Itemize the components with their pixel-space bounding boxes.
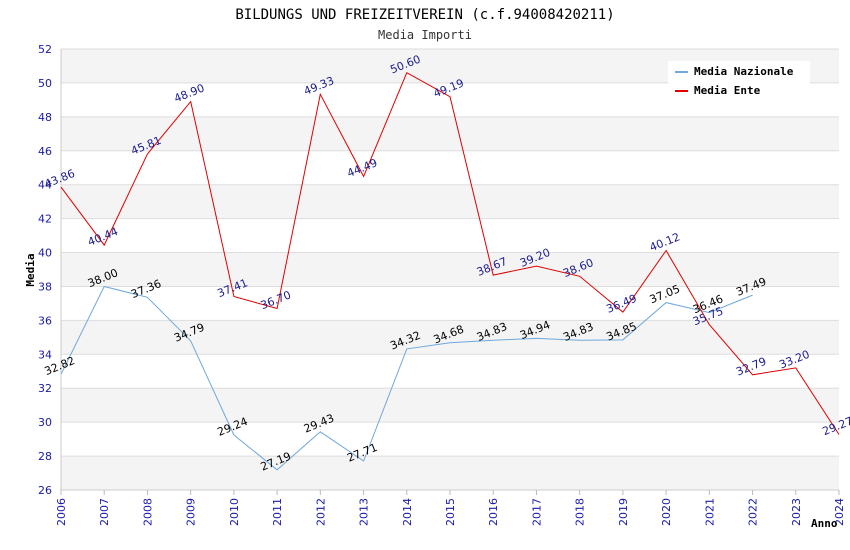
data-label-ente: 36.49 <box>605 292 639 316</box>
data-label-ente: 40.12 <box>648 230 682 254</box>
x-tick-label: 2017 <box>530 498 543 526</box>
axes <box>60 49 840 495</box>
y-tick-label: 36 <box>38 314 52 327</box>
x-tick-label: 2021 <box>703 498 716 526</box>
y-tick-label: 48 <box>38 111 52 124</box>
grid-bands <box>61 49 839 490</box>
y-tick-label: 28 <box>38 450 52 463</box>
series-line-ente <box>60 71 840 435</box>
y-tick-label: 42 <box>38 213 52 226</box>
y-tick-label: 44 <box>38 179 52 192</box>
x-tick-label: 2020 <box>660 498 673 526</box>
x-tick-label: 2006 <box>55 498 68 526</box>
legend-box <box>668 61 810 101</box>
x-tick-label: 2009 <box>185 498 198 526</box>
y-tick-label: 50 <box>38 77 52 90</box>
y-tick-labels: 26 28 30 32 34 36 38 40 42 44 46 48 50 52 <box>38 43 52 497</box>
data-label-ente: 40.44 <box>86 225 120 249</box>
y-tick-label: 52 <box>38 43 52 56</box>
legend-label-ente: Media Ente <box>694 84 761 97</box>
grid-band <box>61 456 839 490</box>
x-tick-label: 2024 <box>833 498 846 526</box>
chart-subtitle: Media Importi <box>378 28 472 42</box>
data-label-ente: 44.49 <box>345 156 379 180</box>
y-tick-label: 40 <box>38 247 52 260</box>
x-tick-label: 2008 <box>141 498 154 526</box>
x-tick-label: 2010 <box>228 498 241 526</box>
grid-band <box>61 320 839 355</box>
grid-band <box>61 388 839 423</box>
legend-label-nazionale: Media Nazionale <box>694 65 794 78</box>
y-axis-title: Media <box>24 253 37 286</box>
x-tick-label: 2011 <box>271 498 284 526</box>
data-label-ente: 32.79 <box>734 355 768 379</box>
y-tick-label: 46 <box>38 145 52 158</box>
x-tick-labels: 2006 2007 2008 2009 2010 2011 2012 2013 2014 2015… <box>55 498 846 526</box>
series-line-nazionale <box>60 285 753 471</box>
x-tick-label: 2014 <box>401 498 414 526</box>
x-tick-label: 2016 <box>487 498 500 526</box>
x-tick-label: 2023 <box>790 498 803 526</box>
legend: Media Nazionale Media Ente <box>668 61 810 101</box>
x-axis-title: Anno <box>811 517 838 530</box>
grid-band <box>61 252 839 287</box>
grid-band <box>61 116 839 151</box>
grid-band <box>61 184 839 219</box>
x-tick-label: 2019 <box>617 498 630 526</box>
y-tick-label: 26 <box>38 484 52 497</box>
grid-lines <box>61 48 839 491</box>
x-tick-label: 2015 <box>444 498 457 526</box>
y-tick-label: 34 <box>38 348 52 361</box>
y-tick-label: 30 <box>38 416 52 429</box>
y-tick-label: 32 <box>38 382 52 395</box>
chart-title: BILDUNGS UND FREIZEITVEREIN (c.f.9400842… <box>235 7 614 23</box>
x-tick-label: 2007 <box>98 498 111 526</box>
x-tick-label: 2018 <box>574 498 587 526</box>
x-tick-label: 2012 <box>314 498 327 526</box>
x-tick-label: 2022 <box>747 498 760 526</box>
x-tick-label: 2013 <box>358 498 371 526</box>
y-tick-label: 38 <box>38 280 52 293</box>
data-label-ente: 48.90 <box>172 81 206 105</box>
series-lines <box>60 71 840 471</box>
